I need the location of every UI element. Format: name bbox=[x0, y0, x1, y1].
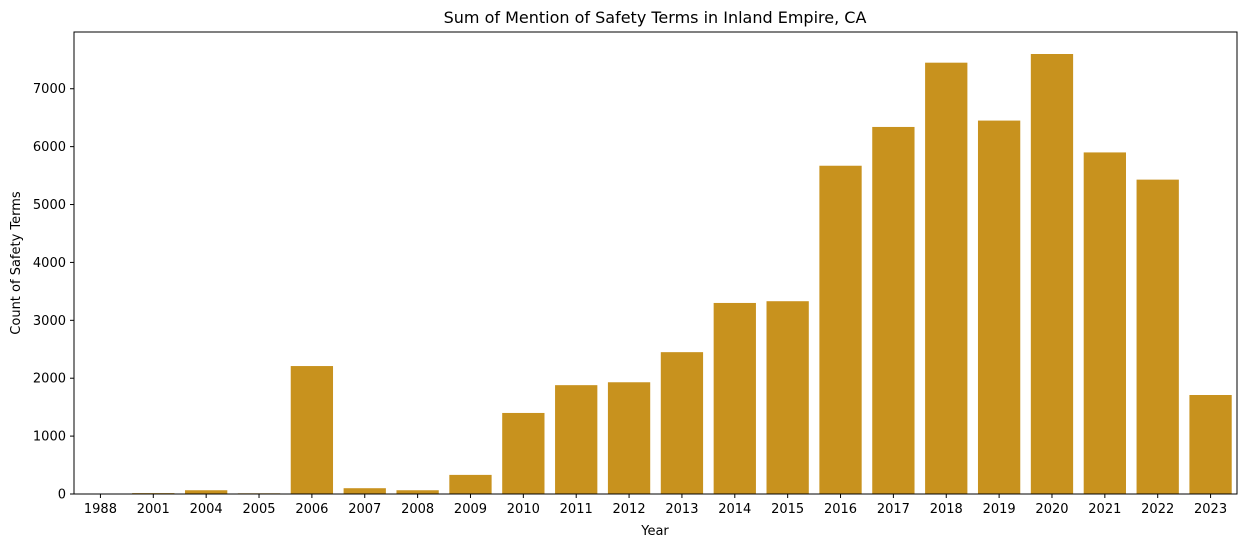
x-tick-label: 2018 bbox=[930, 502, 963, 517]
bar-2006 bbox=[291, 366, 333, 494]
y-tick-label: 2000 bbox=[33, 372, 66, 387]
bar-2010 bbox=[502, 413, 544, 494]
y-tick-label: 4000 bbox=[33, 256, 66, 271]
y-tick-label: 0 bbox=[58, 488, 66, 503]
bar-2019 bbox=[978, 121, 1020, 494]
x-tick-label: 2023 bbox=[1194, 502, 1227, 517]
y-tick-label: 7000 bbox=[33, 82, 66, 97]
x-axis-ticks: 1988 2001 2004 2005 2006 2007 2008 2009 2010 2011… bbox=[84, 494, 1227, 517]
y-axis-ticks: 0 1000 2000 3000 4000 5000 6000 7000 bbox=[33, 82, 74, 502]
bar-2017 bbox=[872, 127, 914, 494]
bar-2021 bbox=[1084, 152, 1126, 494]
bar-2014 bbox=[714, 303, 756, 494]
bar-2015 bbox=[767, 301, 809, 494]
bar-2013 bbox=[661, 352, 703, 494]
y-tick-label: 3000 bbox=[33, 314, 66, 329]
bar-2023 bbox=[1189, 395, 1231, 494]
x-tick-label: 2022 bbox=[1141, 502, 1174, 517]
bar-2004 bbox=[185, 490, 227, 494]
x-tick-label: 2017 bbox=[877, 502, 910, 517]
bar-2016 bbox=[819, 166, 861, 494]
y-tick-label: 5000 bbox=[33, 198, 66, 213]
bar-2011 bbox=[555, 385, 597, 494]
x-tick-label: 2004 bbox=[190, 502, 223, 517]
x-tick-label: 2006 bbox=[295, 502, 328, 517]
y-axis-label: Count of Safety Terms bbox=[9, 191, 24, 335]
x-tick-label: 2011 bbox=[560, 502, 593, 517]
x-tick-label: 1988 bbox=[84, 502, 117, 517]
bar-2022 bbox=[1137, 180, 1179, 494]
x-tick-label: 2005 bbox=[242, 502, 275, 517]
x-tick-label: 2020 bbox=[1035, 502, 1068, 517]
x-tick-label: 2009 bbox=[454, 502, 487, 517]
y-tick-label: 1000 bbox=[33, 430, 66, 445]
bar-2007 bbox=[344, 488, 386, 494]
bar-2020 bbox=[1031, 54, 1073, 494]
x-tick-label: 2001 bbox=[137, 502, 170, 517]
x-tick-label: 2013 bbox=[665, 502, 698, 517]
x-axis-label: Year bbox=[640, 524, 669, 539]
x-tick-label: 2021 bbox=[1088, 502, 1121, 517]
bar-2008 bbox=[396, 490, 438, 494]
x-tick-label: 2012 bbox=[613, 502, 646, 517]
chart-title: Sum of Mention of Safety Terms in Inland… bbox=[444, 8, 867, 27]
x-tick-label: 2016 bbox=[824, 502, 857, 517]
x-tick-label: 2014 bbox=[718, 502, 751, 517]
x-tick-label: 2015 bbox=[771, 502, 804, 517]
bars-group bbox=[79, 54, 1231, 494]
x-tick-label: 2007 bbox=[348, 502, 381, 517]
x-tick-label: 2019 bbox=[983, 502, 1016, 517]
x-tick-label: 2010 bbox=[507, 502, 540, 517]
bar-2012 bbox=[608, 382, 650, 494]
y-tick-label: 6000 bbox=[33, 140, 66, 155]
bar-2018 bbox=[925, 63, 967, 494]
x-tick-label: 2008 bbox=[401, 502, 434, 517]
bar-2009 bbox=[449, 475, 491, 494]
